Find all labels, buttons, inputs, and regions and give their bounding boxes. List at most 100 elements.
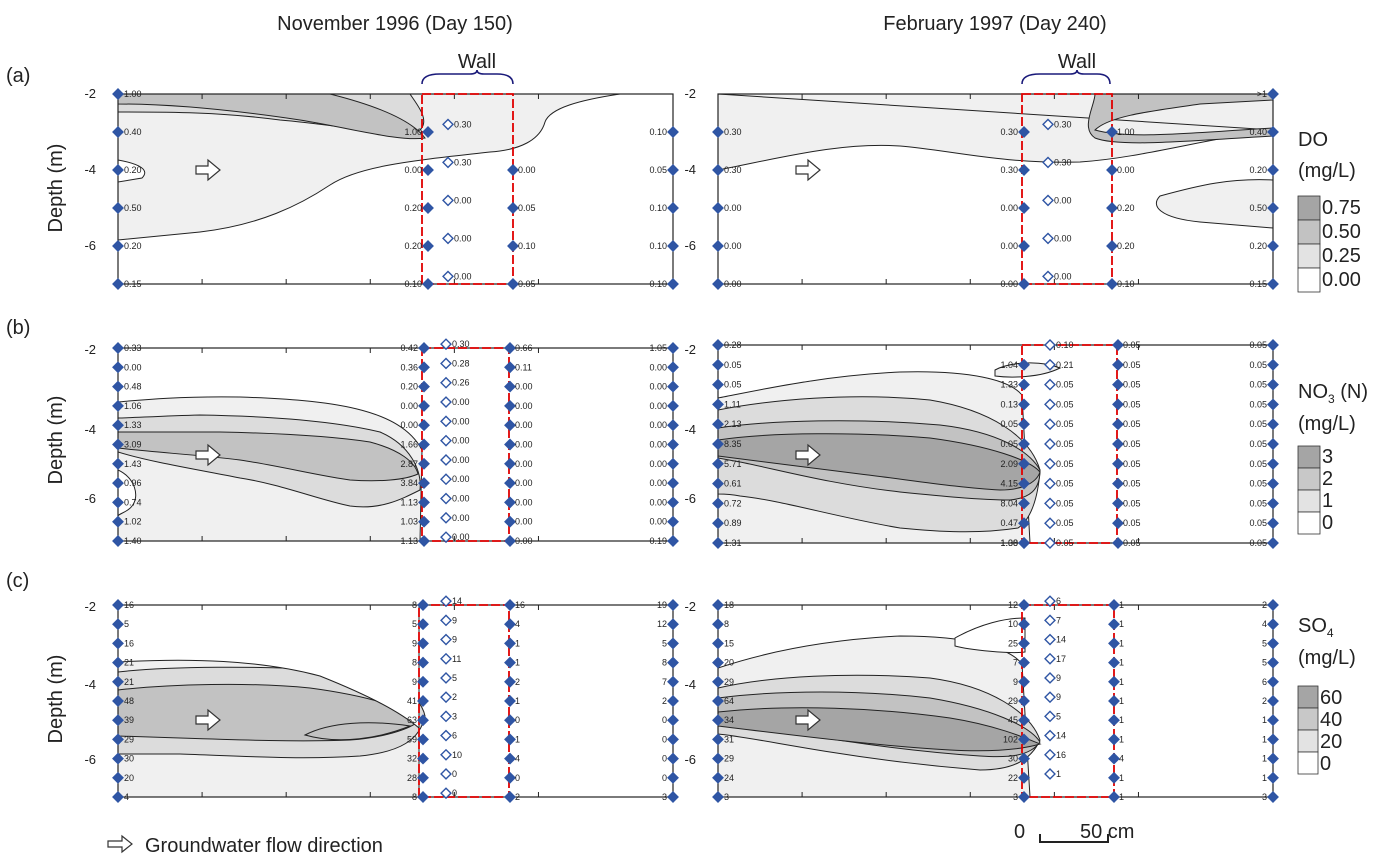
sample-value-label: 21 [124, 677, 134, 687]
legend-swatch [1297, 195, 1321, 221]
sample-value-label: 0.05 [1056, 498, 1074, 508]
well-sample-marker [712, 695, 724, 707]
sample-value-label: 10 [1008, 619, 1018, 629]
sample-value-label: 25 [1008, 638, 1018, 648]
sample-value-label: 8 [724, 619, 729, 629]
contour-region [118, 159, 146, 183]
well-sample-marker [1018, 398, 1030, 411]
y-axis-label-b: Depth (m) [45, 396, 67, 485]
sample-value-label: 0.00 [404, 165, 422, 175]
well-sample-marker [1108, 675, 1120, 688]
sample-value-label: 3 [452, 711, 457, 721]
sample-value-label: 5 [452, 673, 457, 683]
sample-value-label: 1 [1119, 638, 1124, 648]
sample-value-label: 0.72 [724, 498, 742, 508]
well-sample-marker [667, 240, 679, 252]
contour-region [718, 94, 1273, 229]
flow-arrow-icon [795, 708, 821, 732]
sample-value-label: 8 [412, 792, 417, 802]
well-sample-marker [504, 618, 516, 631]
sample-value-label: 8 [662, 658, 667, 668]
well-sample-marker [112, 733, 124, 746]
sample-value-label: 14 [1056, 731, 1066, 741]
well-sample-marker [504, 477, 516, 490]
sample-value-label: 0.20 [404, 203, 422, 213]
reactive-wall [1021, 93, 1113, 285]
well-sample-marker [418, 399, 430, 412]
sample-value-label: 0.00 [454, 233, 472, 243]
sample-value-label: 0.05 [649, 165, 667, 175]
sample-value-label: 1 [1119, 658, 1124, 668]
sample-value-label: 0.30 [1000, 127, 1018, 137]
sample-value-label: 29 [724, 754, 734, 764]
sample-value-label: 1 [1262, 715, 1267, 725]
sample-value-label: 0.74 [124, 497, 142, 507]
sample-value-label: 1.00 [404, 127, 422, 137]
well-sample-marker [112, 240, 124, 252]
sample-value-label: 8.35 [724, 439, 742, 449]
well-sample-marker [712, 339, 724, 351]
sample-value-label: 0.00 [1000, 241, 1018, 251]
sample-value-label: 5 [662, 638, 667, 648]
sample-value-label: 0.00 [400, 420, 418, 430]
sample-value-label: 1 [515, 734, 520, 744]
sample-value-label: 14 [452, 596, 462, 606]
legend-unit-no3: (mg/L) [1298, 413, 1356, 435]
legend-label: 0.50 [1322, 221, 1361, 243]
sample-value-label: 5 [412, 619, 417, 629]
well-sample-marker [667, 714, 679, 727]
well-sample-marker [440, 511, 452, 524]
sample-value-label: 0.05 [518, 279, 536, 289]
scale-end-label: 50 cm [1080, 821, 1134, 843]
sample-value-label: 9 [1013, 677, 1018, 687]
well-sample-marker [1112, 339, 1124, 351]
well-sample-marker [440, 768, 452, 780]
well-sample-marker [667, 535, 679, 547]
well-sample-marker [1018, 752, 1030, 765]
well-sample-marker [1044, 652, 1056, 665]
well-sample-marker [504, 342, 516, 354]
sample-value-label: 0.05 [1123, 498, 1141, 508]
sample-value-label: 1 [515, 638, 520, 648]
sample-value-label: 0.05 [1000, 439, 1018, 449]
sample-value-label: 12 [1008, 600, 1018, 610]
sample-value-label: 0.30 [454, 157, 472, 167]
well-sample-marker [440, 531, 452, 544]
sample-value-label: 29 [1008, 696, 1018, 706]
sample-value-label: 4 [515, 754, 520, 764]
well-sample-marker [417, 637, 429, 650]
sample-value-label: 3 [1013, 792, 1018, 802]
sample-value-label: 0.05 [1056, 518, 1074, 528]
sample-value-label: 0.20 [124, 241, 142, 251]
sample-value-label: >1 [1257, 89, 1267, 99]
sample-value-label: 0.00 [1117, 165, 1135, 175]
well-sample-marker [1044, 672, 1056, 684]
sample-value-label: 7 [662, 677, 667, 687]
well-sample-marker [1044, 378, 1056, 391]
well-sample-marker [712, 358, 724, 371]
sample-value-label: 31 [724, 734, 734, 744]
well-sample-marker [507, 164, 519, 176]
well-sample-marker [504, 656, 516, 669]
sample-value-label: 20 [724, 658, 734, 668]
well-sample-marker [1042, 232, 1054, 245]
well-sample-marker [1018, 164, 1030, 176]
panel-frame [117, 93, 674, 285]
sample-value-label: 1.06 [124, 401, 142, 411]
well-sample-marker [667, 791, 679, 803]
well-sample-marker [1044, 457, 1056, 470]
contour-region [118, 469, 137, 517]
well-sample-marker [1112, 497, 1124, 510]
sample-value-label: 0.00 [452, 397, 470, 407]
sample-value-label: 1 [1056, 769, 1061, 779]
sample-value-label: 34 [724, 715, 734, 725]
sample-value-label: 16 [515, 600, 525, 610]
well-sample-marker [417, 771, 429, 784]
well-sample-marker [1108, 599, 1120, 611]
y-tick-label: -4 [84, 422, 96, 437]
sample-value-label: 64 [724, 696, 734, 706]
well-sample-marker [504, 752, 516, 765]
sample-value-label: 21 [124, 658, 134, 668]
well-sample-marker [417, 656, 429, 669]
